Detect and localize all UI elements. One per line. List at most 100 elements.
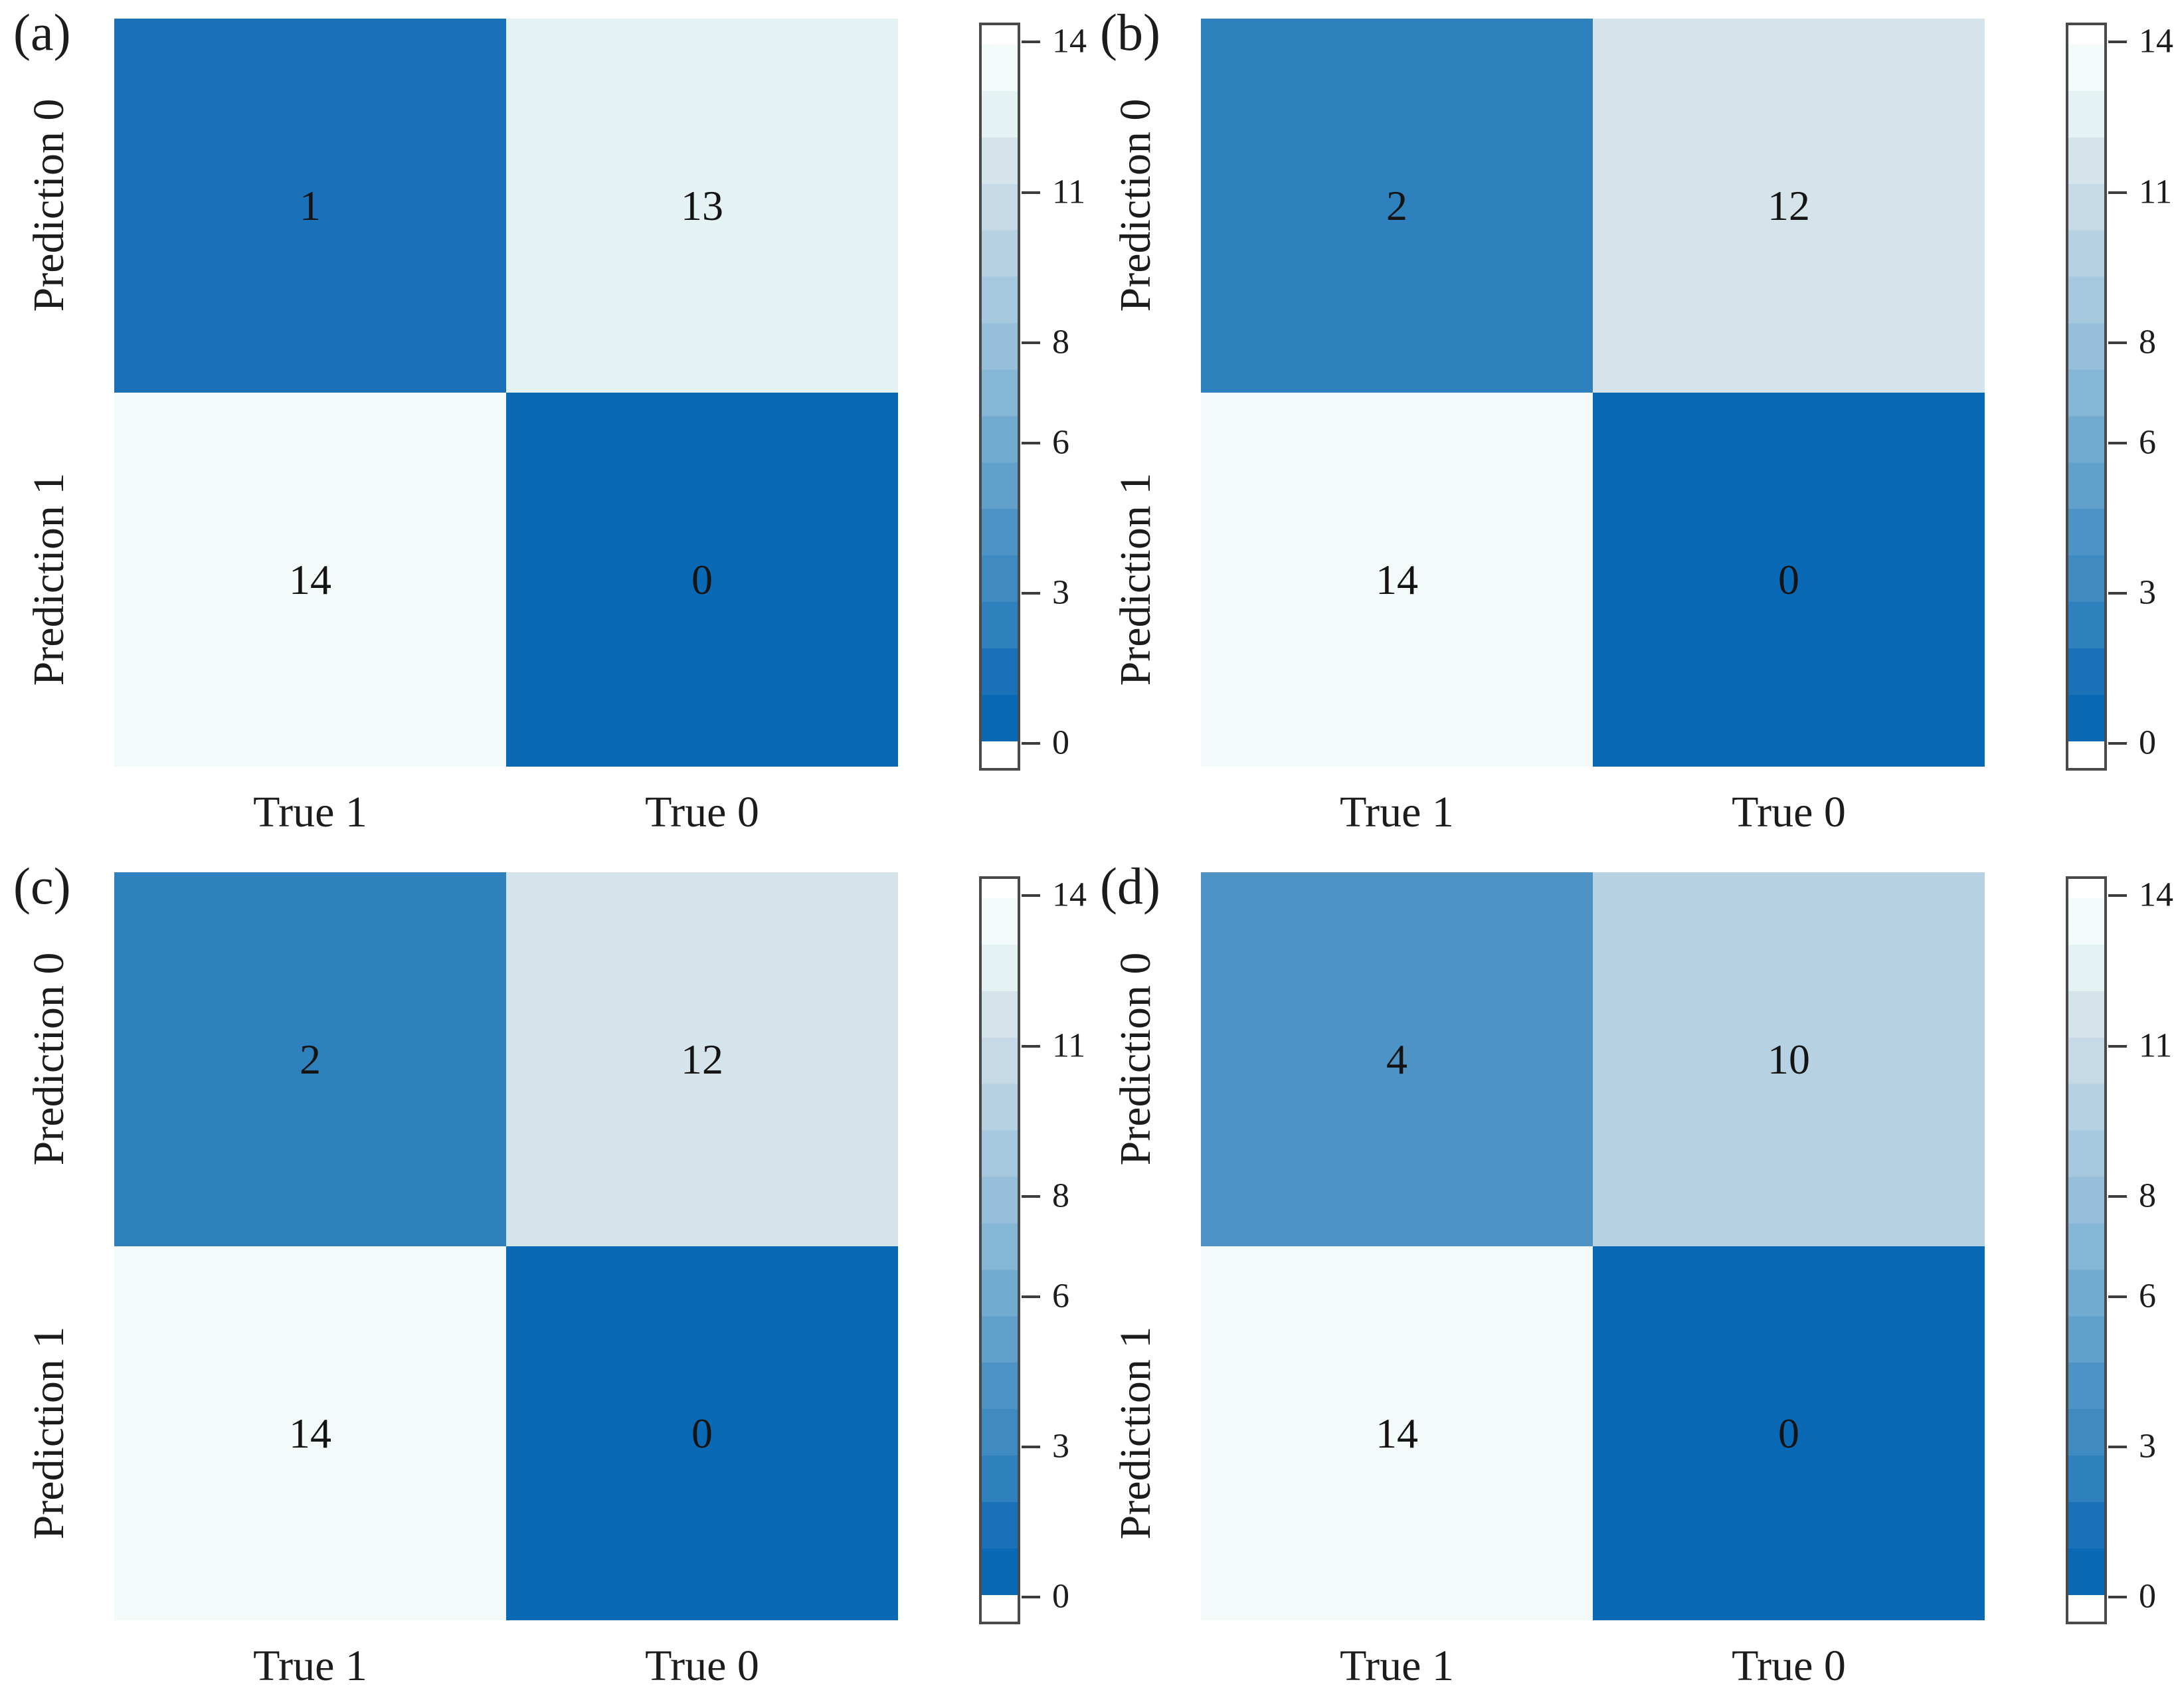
panel-b-letter: (b) [1100,7,1160,58]
panel-b-colorbar: 14 11 8 6 3 0 [2066,23,2174,771]
tick-mark [2108,1045,2127,1048]
tick-label: 0 [1052,1577,1069,1616]
panel-d-letter: (d) [1100,860,1160,912]
tick-mark [2108,1596,2127,1598]
tick-mark [2108,1295,2127,1298]
panel-c-ylabel-prediction-1: Prediction 1 [24,1327,74,1540]
panel-a-colorbar: 14 11 8 6 3 0 [979,23,1095,771]
panel-c-cell-pred0-true1: 2 [114,872,506,1246]
panel-b-cell-pred1-true1: 14 [1201,393,1593,767]
colorbar-gradient [2068,879,2104,1622]
tick-mark [1022,894,1040,897]
tick-label: 0 [1052,723,1069,763]
colorbar-bar [2066,876,2107,1624]
tick-mark [2108,341,2127,344]
panel-d-xlabel-true-1: True 1 [1201,1636,1593,1696]
colorbar-gradient [2068,25,2104,768]
panel-a: (a) Prediction 0 Prediction 1 1 13 14 0 … [0,0,1087,854]
panel-c-cell-pred1-true0: 0 [506,1246,898,1620]
tick-mark [1022,1596,1040,1598]
tick-mark [2108,442,2127,444]
tick-label: 8 [1052,322,1069,361]
panel-b-heatmap: 2 12 14 0 [1201,19,1985,767]
tick-label: 11 [2139,172,2172,211]
panel-d-xlabel-true-0: True 0 [1593,1636,1985,1696]
tick-mark [2108,1446,2127,1448]
tick-mark [1022,592,1040,595]
panel-a-cell-pred1-true1: 14 [114,393,506,767]
tick-mark [1022,1195,1040,1198]
panel-c-xlabel-true-1: True 1 [114,1636,506,1696]
colorbar-bar [2066,23,2107,771]
tick-label: 6 [1052,423,1069,462]
panel-a-ylabel-prediction-1: Prediction 1 [24,473,74,686]
panel-b-ylabel-prediction-1: Prediction 1 [1111,473,1161,686]
tick-mark [1022,341,1040,344]
panel-a-xlabel-true-1: True 1 [114,783,506,842]
tick-label: 11 [1052,172,1085,211]
tick-label: 0 [2139,1577,2156,1616]
colorbar-bar [979,876,1020,1624]
panel-c-colorbar: 14 11 8 6 3 0 [979,876,1095,1624]
tick-label: 3 [1052,1426,1069,1466]
tick-label: 3 [1052,573,1069,612]
tick-label: 14 [2139,876,2173,915]
tick-mark [1022,1446,1040,1448]
panel-d-cell-pred1-true1: 14 [1201,1246,1593,1620]
tick-mark [1022,41,1040,43]
colorbar-bar [979,23,1020,771]
panel-d: (d) Prediction 0 Prediction 1 4 10 14 0 … [1087,854,2174,1708]
panel-d-heatmap: 4 10 14 0 [1201,872,1985,1620]
tick-label: 11 [1052,1026,1085,1065]
tick-mark [2108,592,2127,595]
panel-b-cell-pred0-true1: 2 [1201,19,1593,393]
tick-label: 6 [2139,1276,2156,1315]
tick-mark [2108,191,2127,194]
tick-mark [2108,894,2127,897]
panel-c: (c) Prediction 0 Prediction 1 2 12 14 0 … [0,854,1087,1708]
tick-label: 8 [2139,1176,2156,1215]
panel-a-ylabel-prediction-0: Prediction 0 [24,99,74,312]
tick-label: 8 [2139,322,2156,361]
tick-label: 3 [2139,1426,2156,1466]
tick-mark [1022,1045,1040,1048]
panel-b-xlabel-true-1: True 1 [1201,783,1593,842]
colorbar-gradient [982,879,1018,1622]
tick-mark [2108,41,2127,43]
panel-c-cell-pred0-true0: 12 [506,872,898,1246]
tick-mark [1022,742,1040,745]
panel-a-cell-pred0-true1: 1 [114,19,506,393]
tick-label: 3 [2139,573,2156,612]
colorbar-gradient [982,25,1018,768]
tick-mark [1022,442,1040,444]
panel-a-cell-pred1-true0: 0 [506,393,898,767]
panel-a-heatmap: 1 13 14 0 [114,19,898,767]
panel-b-cell-pred1-true0: 0 [1593,393,1985,767]
tick-mark [2108,1195,2127,1198]
panel-d-cell-pred0-true0: 10 [1593,872,1985,1246]
panel-b-cell-pred0-true0: 12 [1593,19,1985,393]
tick-label: 6 [2139,423,2156,462]
panel-a-letter: (a) [13,7,71,58]
tick-mark [2108,742,2127,745]
panel-c-cell-pred1-true1: 14 [114,1246,506,1620]
panel-c-ylabel-prediction-0: Prediction 0 [24,953,74,1166]
tick-label: 14 [1052,22,1087,61]
tick-label: 8 [1052,1176,1069,1215]
panel-c-xlabel-true-0: True 0 [506,1636,898,1696]
tick-label: 14 [2139,22,2173,61]
panel-c-letter: (c) [13,860,71,912]
panel-b: (b) Prediction 0 Prediction 1 2 12 14 0 … [1087,0,2174,854]
confusion-matrix-figure: (a) Prediction 0 Prediction 1 1 13 14 0 … [0,0,2174,1708]
panel-d-ylabel-prediction-0: Prediction 0 [1111,953,1161,1166]
tick-label: 6 [1052,1276,1069,1315]
tick-label: 11 [2139,1026,2172,1065]
panel-b-ylabel-prediction-0: Prediction 0 [1111,99,1161,312]
panel-c-heatmap: 2 12 14 0 [114,872,898,1620]
tick-mark [1022,191,1040,194]
panel-a-cell-pred0-true0: 13 [506,19,898,393]
panel-d-cell-pred0-true1: 4 [1201,872,1593,1246]
panel-d-cell-pred1-true0: 0 [1593,1246,1985,1620]
panel-b-xlabel-true-0: True 0 [1593,783,1985,842]
panel-d-colorbar: 14 11 8 6 3 0 [2066,876,2174,1624]
